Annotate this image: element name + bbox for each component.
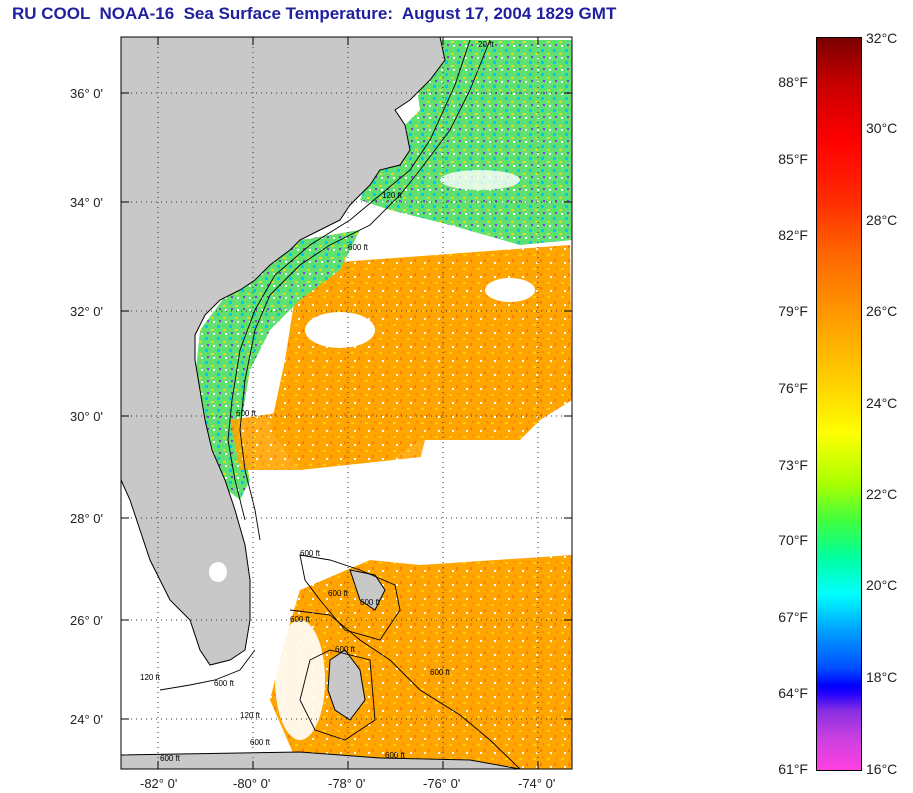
lon-label: -76° 0' bbox=[423, 776, 460, 791]
lon-label: -82° 0' bbox=[140, 776, 177, 791]
contour-label: 600 ft bbox=[328, 589, 349, 598]
temperature-colorbar bbox=[816, 37, 862, 771]
celsius-label: 16°C bbox=[866, 761, 898, 777]
lat-label: 36° 0' bbox=[70, 86, 103, 101]
cloud-gap bbox=[275, 620, 325, 740]
contour-label: 20 ft bbox=[478, 40, 494, 49]
page-title: RU COOL NOAA-16 Sea Surface Temperature:… bbox=[12, 4, 617, 23]
fahrenheit-label: 85°F bbox=[778, 151, 808, 167]
map-area bbox=[121, 37, 572, 769]
fahrenheit-label: 76°F bbox=[778, 380, 808, 396]
contour-label: 600 ft bbox=[430, 668, 451, 677]
lat-label: 34° 0' bbox=[70, 195, 103, 210]
lon-label: -78° 0' bbox=[328, 776, 365, 791]
contour-line bbox=[239, 39, 491, 541]
contour-label: 600 ft bbox=[250, 738, 271, 747]
contour-line bbox=[289, 609, 521, 769]
lon-label: -80° 0' bbox=[233, 776, 270, 791]
contour-label: 600 ft bbox=[160, 754, 181, 763]
contour-label: 600 ft bbox=[335, 645, 356, 654]
land-bahamas bbox=[327, 649, 366, 721]
contour-label: 120 ft bbox=[140, 673, 161, 682]
fahrenheit-label: 61°F bbox=[778, 761, 808, 777]
celsius-label: 30°C bbox=[866, 120, 898, 136]
fahrenheit-label: 88°F bbox=[778, 74, 808, 90]
contour-label: 600 ft bbox=[290, 615, 311, 624]
contour-line bbox=[299, 649, 376, 741]
contour-label: 600 ft bbox=[385, 751, 406, 760]
fahrenheit-label: 82°F bbox=[778, 227, 808, 243]
celsius-label: 22°C bbox=[866, 486, 898, 502]
contour-label: 600 ft bbox=[300, 549, 321, 558]
contour-line bbox=[159, 649, 256, 691]
celsius-label: 28°C bbox=[866, 212, 898, 228]
contour-labels: 20 ft 120 ft 600 ft 600 ft 600 ft 600 ft… bbox=[140, 40, 494, 763]
cloud-gap bbox=[440, 170, 520, 190]
sst-cool-north bbox=[360, 40, 572, 245]
contour-label: 600 ft bbox=[360, 598, 381, 607]
lat-label: 30° 0' bbox=[70, 409, 103, 424]
lat-label: 24° 0' bbox=[70, 712, 103, 727]
celsius-label: 20°C bbox=[866, 577, 898, 593]
lake-okeechobee bbox=[209, 562, 227, 582]
longitude-labels: -82° 0' -80° 0' -78° 0' -76° 0' -74° 0' bbox=[140, 776, 555, 791]
celsius-label: 18°C bbox=[866, 669, 898, 685]
fahrenheit-label: 70°F bbox=[778, 532, 808, 548]
celsius-label: 32°C bbox=[866, 30, 898, 46]
sst-warm-band bbox=[230, 405, 430, 470]
graticule bbox=[121, 37, 572, 769]
axis-ticks bbox=[121, 37, 572, 769]
contour-line bbox=[299, 554, 401, 641]
map-frame bbox=[120, 36, 573, 770]
cloud-gap bbox=[485, 278, 535, 302]
land-mainland bbox=[121, 37, 446, 666]
lon-label: -74° 0' bbox=[518, 776, 555, 791]
latitude-labels: 36° 0' 34° 0' 32° 0' 30° 0' 28° 0' 26° 0… bbox=[70, 86, 103, 727]
contour-line bbox=[227, 39, 471, 521]
fahrenheit-label: 64°F bbox=[778, 685, 808, 701]
contour-label: 120 ft bbox=[240, 711, 261, 720]
cloud-gap bbox=[305, 312, 375, 348]
lat-label: 26° 0' bbox=[70, 613, 103, 628]
fahrenheit-label: 79°F bbox=[778, 303, 808, 319]
lat-label: 32° 0' bbox=[70, 304, 103, 319]
celsius-label: 24°C bbox=[866, 395, 898, 411]
land-cuba bbox=[121, 751, 521, 769]
contour-label: 600 ft bbox=[348, 243, 369, 252]
celsius-label: 26°C bbox=[866, 303, 898, 319]
cloud-gap bbox=[290, 455, 572, 540]
fahrenheit-label: 67°F bbox=[778, 609, 808, 625]
contour-label: 600 ft bbox=[236, 409, 257, 418]
lat-label: 28° 0' bbox=[70, 511, 103, 526]
contour-label: 600 ft bbox=[214, 679, 235, 688]
fahrenheit-label: 73°F bbox=[778, 457, 808, 473]
contour-label: 120 ft bbox=[382, 191, 403, 200]
